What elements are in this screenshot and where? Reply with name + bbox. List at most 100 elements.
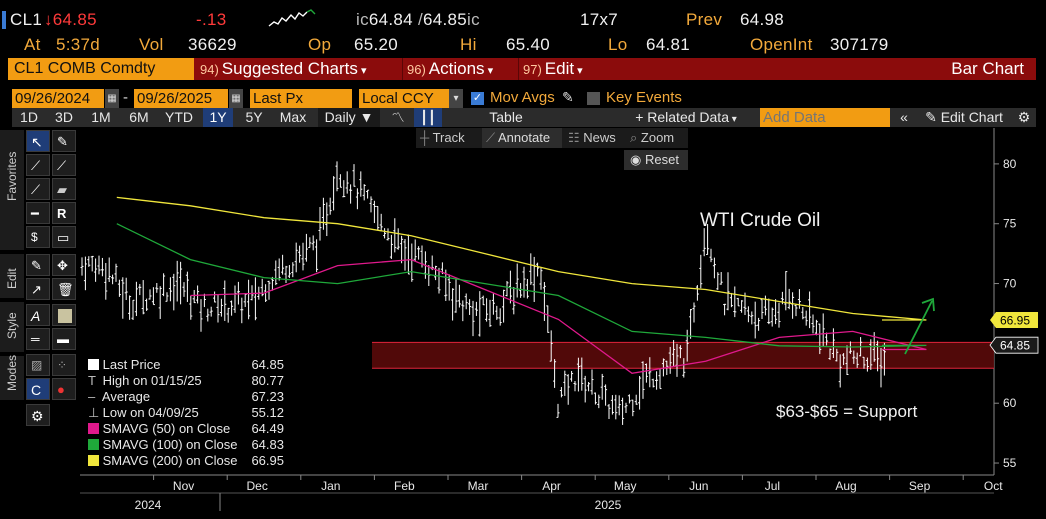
- period-1d[interactable]: 1D: [14, 108, 44, 127]
- mov-avgs-checkbox[interactable]: ✓: [471, 92, 484, 105]
- hline-tool-icon[interactable]: ━: [26, 202, 50, 224]
- zoom-tool[interactable]: ⌕ Zoom: [630, 130, 674, 146]
- settings-gear-icon[interactable]: ⚙: [26, 404, 50, 426]
- reset-icon: ◉: [630, 152, 645, 167]
- collapse-icon[interactable]: «: [894, 108, 914, 127]
- pencil-icon[interactable]: ✎: [562, 89, 574, 105]
- pattern-mode-icon[interactable]: ▨: [26, 354, 50, 376]
- trash-icon[interactable]: 🗑: [52, 278, 76, 300]
- period-ytd[interactable]: YTD: [160, 108, 198, 127]
- multicolor-mode-icon[interactable]: ●: [52, 378, 76, 400]
- ray-tool-icon[interactable]: ⟋: [52, 154, 76, 176]
- brush-tool-icon[interactable]: ✎: [26, 254, 50, 276]
- openint-label: OpenInt: [750, 35, 813, 54]
- suggested-charts-menu[interactable]: 94) Suggested Charts ▾: [200, 58, 398, 80]
- legend-value: 67.23: [251, 389, 284, 404]
- x-tick-label: May: [614, 479, 637, 493]
- gear-icon[interactable]: ⚙: [1014, 108, 1034, 127]
- x-tick-label: Mar: [468, 479, 489, 493]
- price-tag-label: 64.85: [1000, 339, 1030, 353]
- end-date-input[interactable]: 09/26/2025: [134, 89, 228, 108]
- currency-select[interactable]: Local CCY: [359, 89, 449, 108]
- ask-value: 64.85: [422, 10, 468, 29]
- bid-value: 64.84: [368, 10, 413, 29]
- key-events-label[interactable]: Key Events: [606, 89, 682, 106]
- pen-tool-icon[interactable]: ✎: [52, 130, 76, 152]
- period-1y[interactable]: 1Y: [203, 108, 233, 127]
- x-tick-label: Sep: [909, 479, 931, 493]
- prev-label: Prev: [686, 10, 723, 29]
- period-max[interactable]: Max: [274, 108, 312, 127]
- trend-tool-icon[interactable]: ⟋: [26, 178, 50, 200]
- frequency-select[interactable]: Daily ▼: [318, 108, 380, 127]
- legend-box: Last Price 64.85 T High on 01/15/25 80.7…: [82, 353, 292, 471]
- color-swatch-icon[interactable]: [52, 304, 76, 326]
- bar-chart-icon[interactable]: ┃┃: [414, 108, 442, 127]
- plus-icon: +: [635, 109, 648, 125]
- legend-row: Last Price 64.85: [88, 357, 288, 372]
- edit-chart-button[interactable]: ✎ Edit Chart: [916, 108, 1012, 127]
- line-chart-icon[interactable]: 〽: [384, 108, 412, 127]
- ticker-symbol[interactable]: CL1: [10, 10, 43, 29]
- rectangle-tool-icon[interactable]: ▭: [52, 226, 76, 248]
- dropdown-arrow-icon[interactable]: ▾: [449, 89, 463, 108]
- cursor-tool-icon[interactable]: ↖: [26, 130, 50, 152]
- openint-value: 307179: [830, 35, 889, 54]
- y-tick-label: 80: [1003, 157, 1017, 171]
- track-label: Track: [432, 130, 465, 145]
- select-tool-icon[interactable]: ↗: [26, 278, 50, 300]
- tool-grid: ↖ ✎ ⟋ ⟋ ⟋ ▰ ━ R $ ▭ ✎ ✥ ↗ 🗑 A ═ ▬ ▨ ⁘ C …: [26, 130, 78, 430]
- line-style-icon[interactable]: ═: [26, 328, 50, 350]
- edit-tab[interactable]: Edit: [0, 254, 24, 298]
- fib-tool-icon[interactable]: $: [26, 226, 50, 248]
- style-tab[interactable]: Style: [0, 302, 24, 352]
- key-events-checkbox[interactable]: [587, 92, 600, 105]
- add-data-input[interactable]: [760, 108, 890, 127]
- legend-row: SMAVG (200) on Close 66.95: [88, 453, 288, 468]
- security-field[interactable]: CL1 COMB Comdty: [8, 58, 194, 80]
- track-tool[interactable]: ┼ Track: [420, 130, 465, 145]
- period-6m[interactable]: 6M: [122, 108, 156, 127]
- menu-bar: CL1 COMB Comdty 94) Suggested Charts ▾ 96…: [8, 58, 1036, 80]
- related-data-button[interactable]: + Related Data ▾: [622, 108, 750, 127]
- line-weight-icon[interactable]: ▬: [52, 328, 76, 350]
- reset-button[interactable]: ◉ Reset: [624, 150, 688, 170]
- table-button[interactable]: Table: [446, 108, 566, 127]
- edit-menu[interactable]: 97) Edit ▾: [518, 58, 602, 80]
- vol-label: Vol: [139, 35, 164, 54]
- annotate-tool[interactable]: ⟋ Annotate: [482, 128, 562, 148]
- annotate-label: Annotate: [498, 130, 551, 145]
- mov-avgs-label[interactable]: Mov Avgs: [490, 89, 555, 106]
- period-1m[interactable]: 1M: [84, 108, 118, 127]
- news-icon: ☷: [568, 130, 584, 145]
- legend-value: 64.85: [251, 357, 284, 372]
- retracement-tool-icon[interactable]: R: [52, 202, 76, 224]
- legend-marker: T: [88, 373, 96, 388]
- sma-100-line: [116, 223, 927, 348]
- font-style-icon[interactable]: A: [26, 304, 50, 326]
- channel-tool-icon[interactable]: ▰: [52, 178, 76, 200]
- magnet-mode-icon[interactable]: C: [26, 378, 50, 400]
- dots-mode-icon[interactable]: ⁘: [52, 354, 76, 376]
- support-annotation: $63-$65 = Support: [776, 402, 918, 421]
- legend-row: SMAVG (100) on Close 64.83: [88, 437, 288, 452]
- favorites-tab[interactable]: Favorites: [0, 130, 24, 250]
- actions-menu[interactable]: 96) Actions ▾: [402, 58, 516, 80]
- calendar-icon[interactable]: ▦: [105, 89, 119, 108]
- period-3d[interactable]: 3D: [48, 108, 80, 127]
- chart-type-label: Bar Chart: [951, 59, 1024, 78]
- move-tool-icon[interactable]: ✥: [52, 254, 76, 276]
- field-select[interactable]: Last Px: [250, 89, 352, 108]
- chart-title-annotation: WTI Crude Oil: [700, 210, 821, 231]
- pencil-icon: ✎: [925, 109, 941, 125]
- x-tick-label: Jul: [765, 479, 780, 493]
- legend-value: 80.77: [251, 373, 284, 388]
- line-tool-icon[interactable]: ⟋: [26, 154, 50, 176]
- calendar-icon[interactable]: ▦: [229, 89, 243, 108]
- modes-tab[interactable]: Modes: [0, 355, 24, 400]
- news-tool[interactable]: ☷ News: [568, 130, 616, 146]
- period-5y[interactable]: 5Y: [238, 108, 270, 127]
- start-date-input[interactable]: 09/26/2024: [12, 89, 104, 108]
- last-price: ↓64.85: [44, 10, 97, 29]
